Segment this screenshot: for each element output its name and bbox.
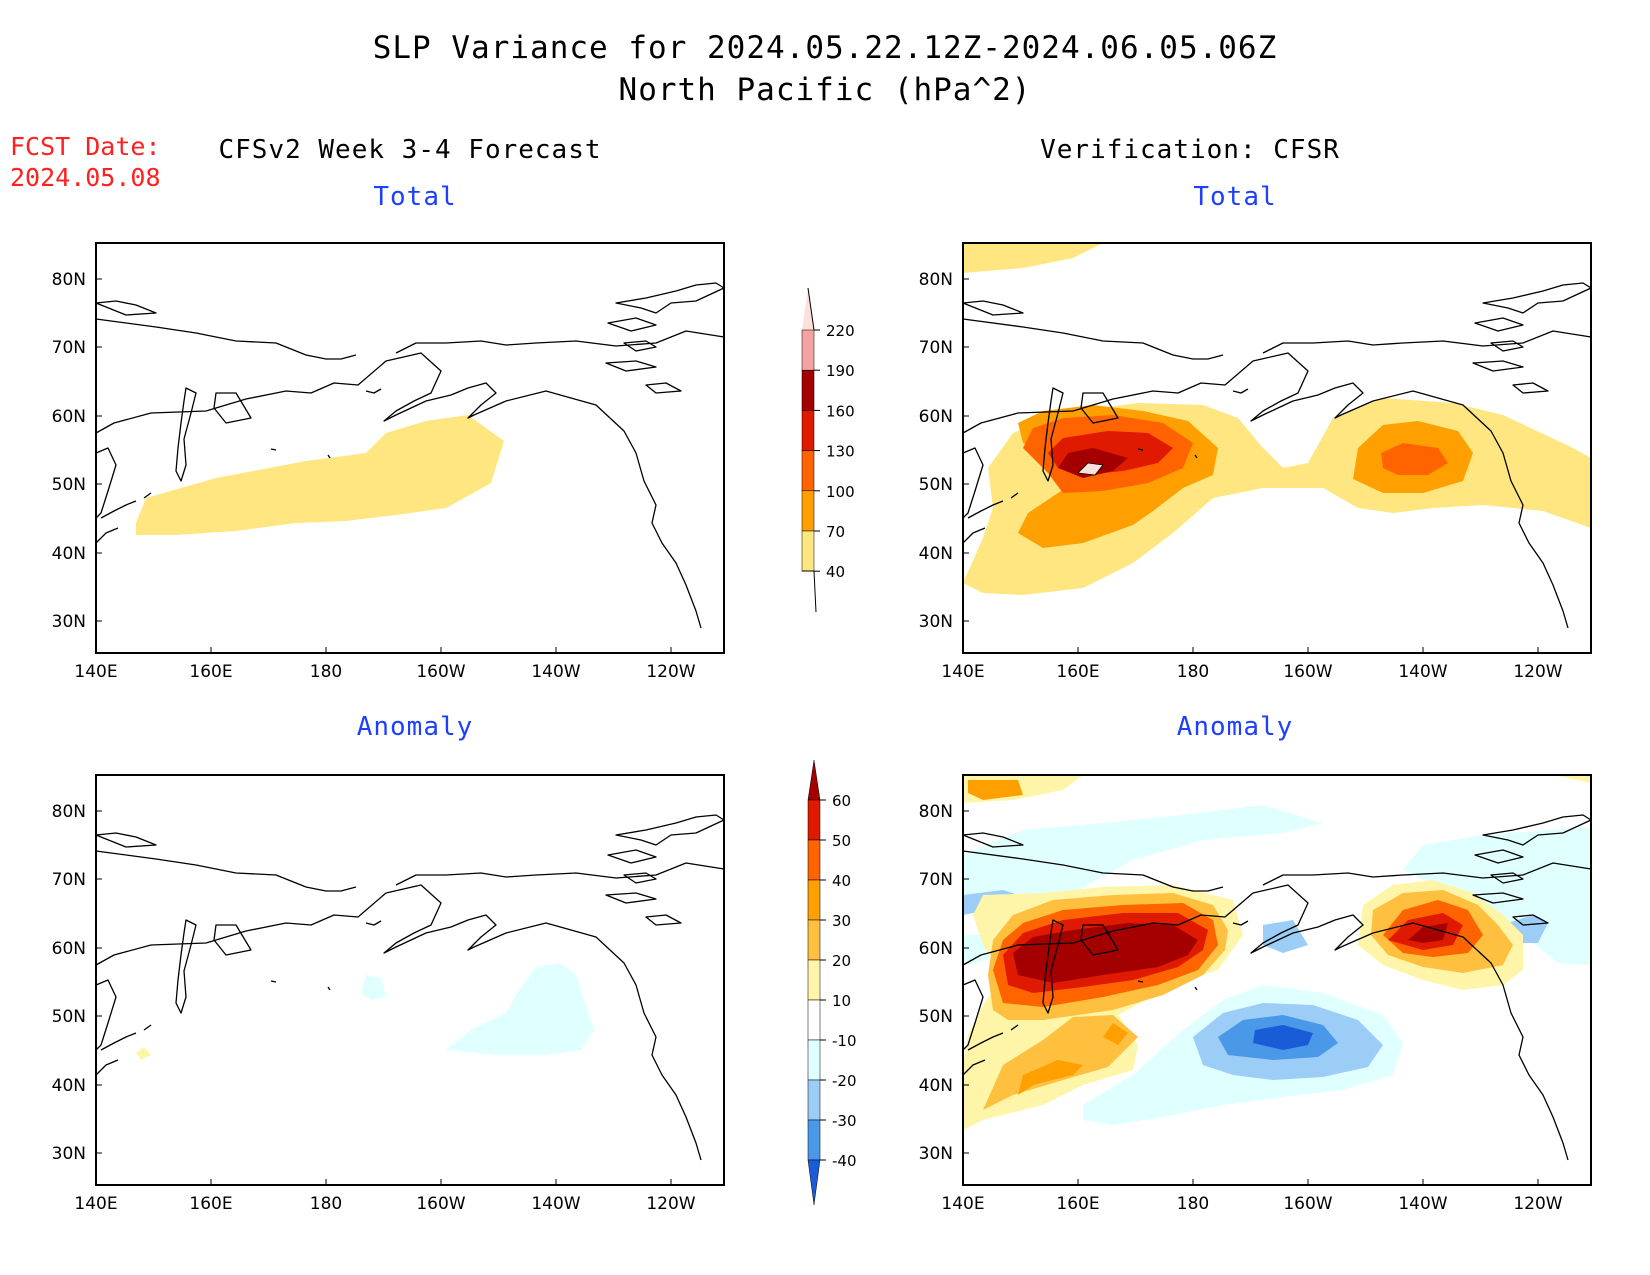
anomaly-colorbar-label: 40 xyxy=(832,872,851,890)
lat-tick-label: 60N xyxy=(919,939,953,959)
lon-tick-label: 140W xyxy=(531,1194,580,1214)
anomaly-colorbar-label: -10 xyxy=(832,1032,857,1050)
verification-anomaly-map xyxy=(962,774,1592,1186)
lon-tick-label: 180 xyxy=(1177,662,1209,682)
lat-tick-label: 70N xyxy=(919,338,953,358)
total-colorbar-box xyxy=(801,410,815,451)
total-colorbar-box xyxy=(801,369,815,411)
fcst-date-value: 2024.05.08 xyxy=(10,163,161,192)
anomaly-colorbar-box xyxy=(807,959,821,1001)
lat-tick-label: 70N xyxy=(919,870,953,890)
anomaly-colorbar-box xyxy=(807,1119,821,1161)
lon-tick-label: 140E xyxy=(941,1194,984,1214)
lon-tick-label: 140E xyxy=(74,662,117,682)
figure-title: SLP Variance for 2024.05.22.12Z-2024.06.… xyxy=(372,30,1278,66)
lon-tick-label: 140W xyxy=(1398,1194,1447,1214)
anomaly-colorbar-box xyxy=(807,879,821,921)
lon-tick-label: 180 xyxy=(310,662,342,682)
lat-tick-label: 50N xyxy=(52,475,86,495)
lat-tick-label: 30N xyxy=(52,612,86,632)
lon-tick-label: 160W xyxy=(1283,1194,1332,1214)
lon-tick-label: 120W xyxy=(1513,662,1562,682)
lon-tick-label: 140W xyxy=(1398,662,1447,682)
lat-tick-label: 50N xyxy=(919,475,953,495)
lat-tick-label: 80N xyxy=(52,802,86,822)
lat-tick-label: 40N xyxy=(919,1076,953,1096)
lon-tick-label: 160W xyxy=(1283,662,1332,682)
total-colorbar-label: 190 xyxy=(826,362,855,380)
lon-tick-label: 160E xyxy=(1056,1194,1099,1214)
lat-tick-label: 80N xyxy=(919,802,953,822)
lat-tick-label: 30N xyxy=(919,612,953,632)
total-colorbar-label: 160 xyxy=(826,402,855,420)
forecast-anomaly-map xyxy=(95,774,725,1186)
verification-column-header: Verification: CFSR xyxy=(1040,135,1340,165)
forecast-total-title: Total xyxy=(373,182,457,212)
lon-tick-label: 120W xyxy=(646,662,695,682)
lon-tick-label: 180 xyxy=(1177,1194,1209,1214)
lat-tick-label: 50N xyxy=(52,1007,86,1027)
lon-tick-label: 160E xyxy=(1056,662,1099,682)
lat-tick-label: 80N xyxy=(919,270,953,290)
lon-tick-label: 160W xyxy=(416,1194,465,1214)
lon-tick-label: 140W xyxy=(531,662,580,682)
anomaly-colorbar-label: -40 xyxy=(832,1152,857,1170)
lat-tick-label: 30N xyxy=(52,1144,86,1164)
lat-tick-label: 40N xyxy=(919,544,953,564)
total-colorbar-label: 220 xyxy=(826,322,855,340)
lon-tick-label: 160W xyxy=(416,662,465,682)
verification-anomaly-title: Anomaly xyxy=(1176,712,1294,742)
forecast-column-header: CFSv2 Week 3-4 Forecast xyxy=(218,135,602,165)
lat-tick-label: 50N xyxy=(919,1007,953,1027)
axes-layer: 140E 160E 180 160W 140W 120W 80N 70N 60N 50N 40N 30… xyxy=(52,270,1563,1214)
fcst-date-label: FCST Date: xyxy=(10,132,161,161)
lat-tick-label: 30N xyxy=(919,1144,953,1164)
anomaly-colorbar-box xyxy=(807,839,821,881)
lat-tick-label: 70N xyxy=(52,338,86,358)
anomaly-colorbar-label: 30 xyxy=(832,912,851,930)
lon-tick-label: 120W xyxy=(646,1194,695,1214)
forecast-total-map xyxy=(95,242,725,654)
lat-tick-label: 60N xyxy=(919,407,953,427)
total-colorbar-box xyxy=(801,530,815,572)
anomaly-colorbar-label: 20 xyxy=(832,952,851,970)
lon-tick-label: 140E xyxy=(941,662,984,682)
anomaly-colorbar: 60 50 40 30 20 10 -10 -20 -30 -40 xyxy=(807,759,857,1206)
anomaly-colorbar-box xyxy=(807,919,821,961)
verification-total-title: Total xyxy=(1193,182,1277,212)
lat-tick-label: 70N xyxy=(52,870,86,890)
lat-tick-label: 40N xyxy=(52,1076,86,1096)
anomaly-colorbar-label: 60 xyxy=(832,792,851,810)
anomaly-colorbar-label: -30 xyxy=(832,1112,857,1130)
total-colorbar-label: 40 xyxy=(826,563,845,581)
lat-tick-label: 60N xyxy=(52,407,86,427)
lon-tick-label: 160E xyxy=(189,1194,232,1214)
lon-tick-label: 160E xyxy=(189,662,232,682)
forecast-anomaly-title: Anomaly xyxy=(356,712,474,742)
anomaly-colorbar-box xyxy=(807,1039,821,1081)
total-colorbar-label: 70 xyxy=(826,523,845,541)
lon-tick-label: 140E xyxy=(74,1194,117,1214)
anomaly-colorbar-box xyxy=(807,1079,821,1121)
lat-tick-label: 60N xyxy=(52,939,86,959)
lat-tick-label: 40N xyxy=(52,544,86,564)
total-colorbar: 220 190 160 130 100 70 40 xyxy=(801,287,855,613)
anomaly-colorbar-label: 10 xyxy=(832,992,851,1010)
anomaly-colorbar-label: 50 xyxy=(832,832,851,850)
lon-tick-label: 180 xyxy=(310,1194,342,1214)
lat-tick-label: 80N xyxy=(52,270,86,290)
anomaly-colorbar-box xyxy=(807,799,821,841)
anomaly-colorbar-label: -20 xyxy=(832,1072,857,1090)
verification-total-map xyxy=(962,242,1592,654)
total-colorbar-label: 100 xyxy=(826,483,855,501)
figure-subtitle: North Pacific (hPa^2) xyxy=(618,72,1032,108)
total-colorbar-box xyxy=(801,490,815,532)
lon-tick-label: 120W xyxy=(1513,1194,1562,1214)
total-colorbar-label: 130 xyxy=(826,443,855,461)
total-colorbar-box xyxy=(801,450,815,492)
anomaly-colorbar-box xyxy=(807,999,821,1041)
total-colorbar-box xyxy=(801,329,815,371)
